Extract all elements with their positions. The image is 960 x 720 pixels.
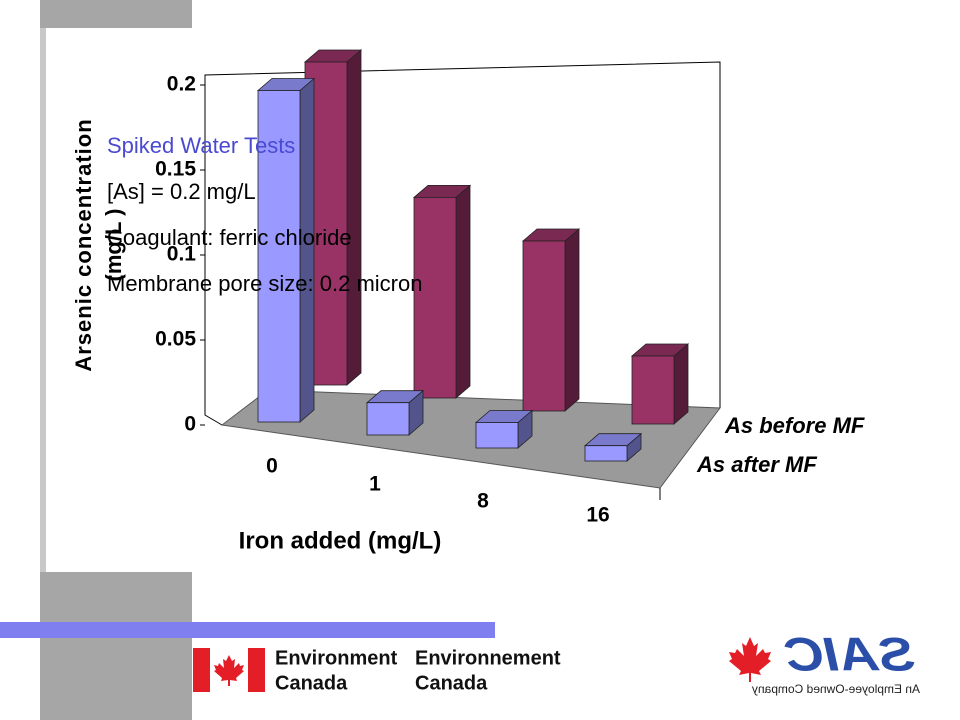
footer-text: Canada xyxy=(275,672,348,694)
annotation: Coagulant: ferric chloride xyxy=(107,225,352,250)
env-canada-logo: Environment Canada Environnement Canada xyxy=(193,647,561,694)
annotations: Spiked Water Tests [As] = 0.2 mg/L Coagula… xyxy=(107,133,422,296)
bar xyxy=(366,402,410,436)
bar-side xyxy=(346,49,362,386)
bar xyxy=(475,422,519,449)
bar xyxy=(522,240,566,412)
bar xyxy=(631,355,675,425)
x-axis-title: Iron added (mg/L) xyxy=(239,527,442,554)
y-tick-label: 0.2 xyxy=(167,73,196,96)
x-tick-label: 16 xyxy=(586,504,609,527)
plot-box xyxy=(204,61,721,426)
x-tick-label: 8 xyxy=(477,490,489,513)
corner-block xyxy=(40,572,192,720)
y-axis-title: Arsenic concentration xyxy=(71,118,96,371)
chart: Arsenic concentration (mg/L ) Iron added… xyxy=(71,61,865,554)
saic-logo: SAIC An Employee-Owned Company xyxy=(729,628,920,696)
x-tick-label: 1 xyxy=(369,473,381,496)
bar-side xyxy=(299,77,315,423)
bar xyxy=(584,445,628,462)
bar-side xyxy=(564,228,580,412)
footer-text: Canada xyxy=(415,672,488,694)
annotation: [As] = 0.2 mg/L xyxy=(107,179,256,204)
bar xyxy=(257,90,301,423)
footer-text: Environment xyxy=(275,647,398,669)
x-tick-label: 0 xyxy=(266,455,278,478)
bar xyxy=(413,196,457,399)
saic-wordmark: SAIC xyxy=(784,628,915,681)
legend-label: As after MF xyxy=(696,452,817,477)
annotation: Spiked Water Tests xyxy=(107,133,295,158)
maple-leaf xyxy=(729,637,771,682)
flag-bar xyxy=(248,648,265,692)
y-tick-label: 0.05 xyxy=(155,328,196,351)
corner-block xyxy=(40,0,192,28)
side-strip xyxy=(40,28,46,573)
saic-tagline: An Employee-Owned Company xyxy=(752,682,920,696)
y-tick-label: 0.15 xyxy=(155,158,196,181)
y-axis-title: (mg/L ) xyxy=(101,209,126,282)
bar-side xyxy=(455,184,471,399)
legend-label: As before MF xyxy=(724,413,865,438)
maple-leaf xyxy=(214,655,244,686)
floor xyxy=(220,389,721,489)
y-tick-label: 0.1 xyxy=(167,243,197,266)
footer-text: Environnement xyxy=(415,647,561,669)
bar-side xyxy=(673,343,689,425)
y-tick-label: 0 xyxy=(184,413,196,436)
blue-band xyxy=(0,622,495,638)
annotation: Membrane pore size: 0.2 micron xyxy=(107,271,422,296)
flag-bar xyxy=(193,648,210,692)
